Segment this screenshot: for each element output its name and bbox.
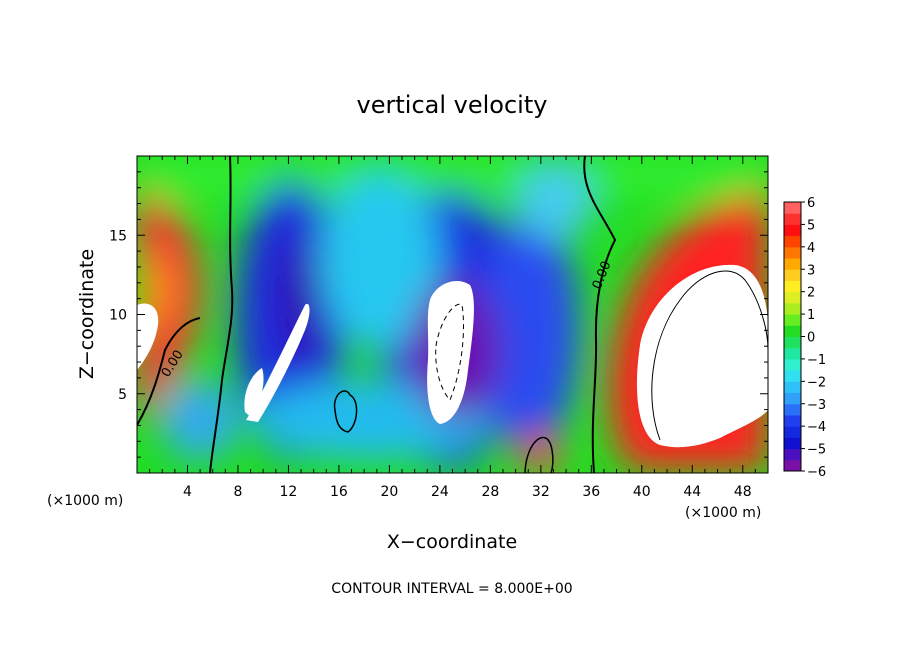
colorbar-segment <box>784 258 801 270</box>
field-white-diagonal-b <box>246 303 310 422</box>
x-tick-label: 36 <box>582 484 600 500</box>
colorbar: 6 5 4 3 2 1 0 −1 −2 −3 −4 −5 −6 <box>783 196 826 480</box>
colorbar-tick-label: −5 <box>807 443 826 458</box>
x-unit-right: (×1000 m) <box>685 505 761 521</box>
field-left-warm <box>137 190 201 420</box>
y-tick-label: 5 <box>118 387 127 403</box>
x-axis-label: X−coordinate <box>387 531 517 553</box>
field-white-right <box>636 264 768 448</box>
x-unit-left: (×1000 m) <box>47 493 123 509</box>
field-blue-3 <box>480 210 580 450</box>
colorbar-segment <box>784 347 801 360</box>
field-band-upper <box>137 156 768 196</box>
colorbar-tick-label: 3 <box>807 263 815 278</box>
x-tick-label: 4 <box>183 484 192 500</box>
x-tick-label: 16 <box>330 484 348 500</box>
y-tick-label: 15 <box>109 228 127 244</box>
velocity-field <box>137 156 768 473</box>
field-warm-spot <box>520 435 560 473</box>
y-axis-label: Z−coordinate <box>76 249 98 379</box>
x-axis: 4 8 12 16 20 24 28 32 36 40 44 48 <box>149 156 756 500</box>
contour-interval-text: CONTOUR INTERVAL = 8.000E+00 <box>331 581 572 597</box>
field-purple-2 <box>278 230 322 370</box>
colorbar-tick-label: 2 <box>807 286 815 301</box>
colorbar-tick-label: −2 <box>807 375 826 390</box>
colorbar-segment <box>784 280 801 293</box>
colorbar-segment <box>784 235 801 248</box>
contour-blob-mid <box>333 390 358 433</box>
colorbar-segment <box>784 426 801 438</box>
colorbar-segment <box>784 202 801 214</box>
plot-area: 0.00 0.00 <box>136 155 769 474</box>
colorbar-tick-label: 6 <box>807 196 815 211</box>
colorbar-segment <box>784 269 801 281</box>
field-cyan-1 <box>320 170 440 350</box>
colorbar-segment <box>784 213 801 225</box>
y-tick-label: 10 <box>109 308 127 324</box>
colorbar-segment <box>784 246 801 259</box>
colorbar-tick-label: −4 <box>807 420 826 435</box>
x-tick-label: 32 <box>532 484 550 500</box>
colorbar-segment <box>784 370 801 382</box>
x-tick-label: 12 <box>280 484 298 500</box>
field-cyan-4 <box>160 380 240 460</box>
colorbar-segment <box>784 403 801 416</box>
contour-inner-center <box>435 303 464 401</box>
x-tick-label: 28 <box>481 484 499 500</box>
field-white-diagonal-a <box>244 368 264 418</box>
colorbar-segment <box>784 302 801 315</box>
colorbar-tick-label: −3 <box>807 398 826 413</box>
colorbar-segment <box>784 459 801 472</box>
contour-blob-bottom <box>524 436 554 473</box>
colorbar-tick-label: −1 <box>807 353 826 368</box>
colorbar-tick-label: 1 <box>807 308 815 323</box>
x-tick-label: 24 <box>431 484 449 500</box>
x-tick-label: 48 <box>734 484 752 500</box>
field-white-left <box>137 303 159 370</box>
contour-zero-right <box>583 156 617 473</box>
colorbar-segment <box>784 325 801 337</box>
colorbar-segment <box>784 336 801 349</box>
colorbar-tick-label: 4 <box>807 241 815 256</box>
colorbar-tick-label: −6 <box>807 465 826 480</box>
colorbar-segment <box>784 291 801 304</box>
x-tick-label: 8 <box>233 484 242 500</box>
chart-title: vertical velocity <box>357 91 548 119</box>
colorbar-segment <box>784 414 801 427</box>
colorbar-segment <box>784 314 801 326</box>
x-tick-label: 20 <box>380 484 398 500</box>
colorbar-segment <box>784 437 801 450</box>
colorbar-segment <box>784 381 801 394</box>
colorbar-segment <box>784 224 801 237</box>
colorbar-tick-label: 5 <box>807 218 815 233</box>
field-white-center <box>427 280 474 424</box>
colorbar-segment <box>784 392 801 405</box>
contour-zero-lowleft <box>137 317 201 426</box>
field-cyan-3 <box>515 160 595 240</box>
contour-zero-left <box>209 156 234 473</box>
colorbar-segment <box>784 358 801 371</box>
x-tick-label: 40 <box>633 484 651 500</box>
colorbar-tick-label: 0 <box>807 331 815 346</box>
colorbar-segment <box>784 448 801 461</box>
x-tick-label: 44 <box>683 484 701 500</box>
contour-inner-right <box>651 270 768 441</box>
y-axis: 5 10 15 <box>109 171 768 458</box>
